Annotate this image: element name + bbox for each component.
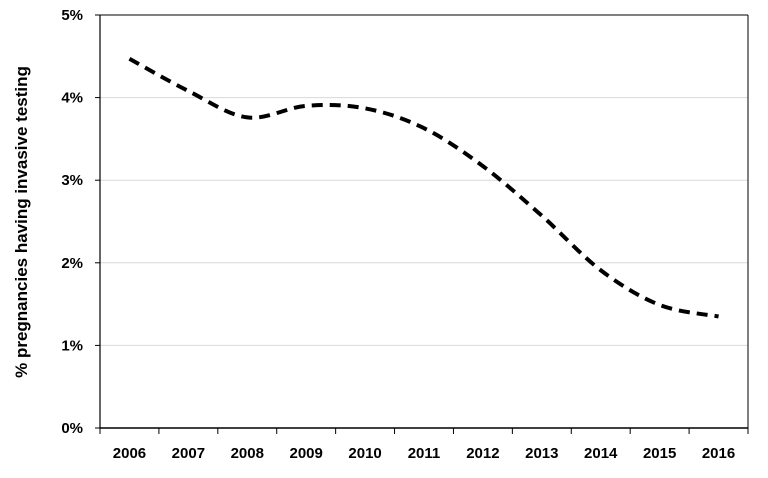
series-layer xyxy=(128,57,719,319)
x-tick-label: 2014 xyxy=(584,445,618,462)
x-tick-label: 2008 xyxy=(231,445,264,462)
x-tick-labels: 2006 2007 2008 2009 2010 2011 2012 2013 2014 2015… xyxy=(113,445,735,462)
gridlines xyxy=(100,14,748,346)
y-tick-label: 3% xyxy=(61,172,83,189)
x-tick-label: 2009 xyxy=(289,445,322,462)
y-tick-labels: 0% 1% 2% 3% 4% 5% xyxy=(61,7,83,437)
axes xyxy=(95,14,749,434)
y-tick-label: 2% xyxy=(61,255,83,272)
x-tick-label: 2016 xyxy=(702,445,735,462)
series-line xyxy=(128,57,719,319)
x-tick-label: 2010 xyxy=(348,445,381,462)
y-tick-label: 5% xyxy=(61,7,83,24)
x-tick-label: 2012 xyxy=(466,445,499,462)
y-tick-label: 1% xyxy=(61,337,83,354)
x-tick-label: 2006 xyxy=(113,445,146,462)
x-tick-label: 2013 xyxy=(525,445,558,462)
x-tick-label: 2011 xyxy=(408,445,441,462)
x-tick-label: 2015 xyxy=(643,445,676,462)
x-tick-label: 2007 xyxy=(172,445,205,462)
y-tick-label: 4% xyxy=(61,90,83,107)
y-axis-title: % pregnancies having invasive testing xyxy=(12,66,31,378)
y-tick-label: 0% xyxy=(61,420,83,437)
